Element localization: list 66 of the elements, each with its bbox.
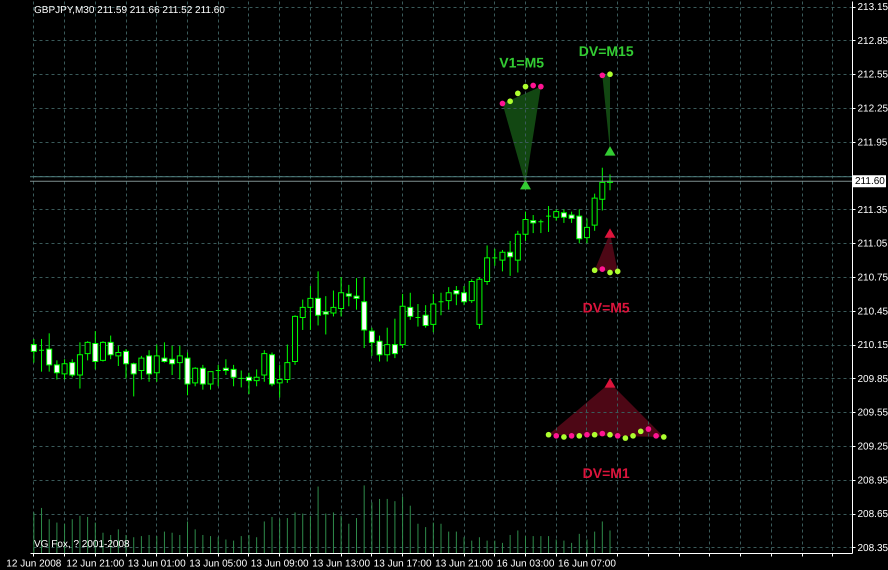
point	[561, 434, 567, 440]
candlestick	[46, 332, 52, 372]
x-tick-label: 13 Jun 09:00	[250, 558, 310, 570]
point	[592, 267, 598, 274]
y-tick-label: 208.95	[858, 475, 888, 486]
y-tick-label: 212.55	[858, 70, 888, 81]
candlestick	[546, 206, 552, 232]
candlestick	[438, 292, 444, 316]
point	[604, 146, 616, 156]
candlestick	[30, 338, 37, 364]
x-tick-label: 12 Jun 21:00	[66, 558, 125, 570]
point	[546, 432, 552, 438]
candlestick	[414, 304, 421, 328]
y-tick-label: 209.85	[858, 374, 888, 385]
y-tick-label: 212.25	[858, 104, 888, 115]
annotation: DV=M1	[582, 465, 630, 482]
candlestick	[538, 219, 544, 234]
y-tick-label: 212.85	[858, 36, 888, 47]
x-tick-label: 13 Jun 21:00	[435, 558, 494, 570]
x-tick-label: 12 Jun 2008	[6, 558, 62, 570]
point	[630, 433, 636, 439]
candlestick	[430, 293, 436, 333]
chart-title: GBPJPY,M30 211.59 211.66 211.52 211.60	[34, 5, 226, 16]
candlestick	[492, 248, 498, 266]
y-tick-label: 211.95	[858, 137, 888, 148]
point	[607, 432, 613, 438]
point	[638, 428, 644, 434]
ref-line-label: 211.60	[855, 176, 886, 188]
annotation: V1=M5	[499, 54, 544, 70]
y-tick-label: 209.55	[858, 408, 888, 419]
point	[607, 270, 613, 276]
point	[592, 432, 598, 438]
y-tick-label: 213.15	[858, 2, 888, 14]
candlestick	[284, 344, 290, 384]
y-tick-label: 208.65	[858, 509, 888, 520]
point	[660, 434, 667, 440]
y-tick-label: 210.45	[858, 306, 888, 318]
annotation: DV=M15	[578, 43, 634, 60]
x-tick-label: 13 Jun 17:00	[374, 558, 432, 570]
candlestick	[446, 286, 452, 310]
y-tick-label: 209.25	[858, 441, 888, 452]
y-tick-label: 210.75	[858, 272, 888, 284]
x-tick-label: 16 Jun 03:00	[496, 558, 555, 570]
annotation: DV=M5	[582, 299, 630, 316]
y-tick-label: 210.15	[858, 340, 888, 352]
candlestick	[238, 370, 244, 388]
point	[520, 180, 531, 190]
x-tick-label: 13 Jun 05:00	[189, 558, 248, 570]
y-tick-label: 208.35	[858, 542, 888, 554]
point	[604, 228, 616, 238]
candlestick	[38, 338, 45, 372]
x-tick-label: 13 Jun 13:00	[312, 558, 370, 570]
point	[604, 378, 616, 388]
candlestick	[553, 208, 560, 222]
annotation: VG Fox, ? 2001-2008	[34, 539, 130, 550]
point	[576, 433, 582, 439]
point	[622, 435, 628, 441]
point	[614, 268, 621, 274]
y-tick-label: 211.35	[858, 204, 888, 216]
x-tick-label: 13 Jun 01:00	[128, 558, 186, 570]
x-tick-label: 16 Jun 07:00	[558, 558, 616, 570]
y-tick-label: 211.05	[858, 238, 888, 250]
candlestick	[215, 364, 222, 387]
candlestick	[407, 292, 414, 320]
candlestick	[422, 304, 429, 328]
candlestick	[84, 340, 91, 361]
